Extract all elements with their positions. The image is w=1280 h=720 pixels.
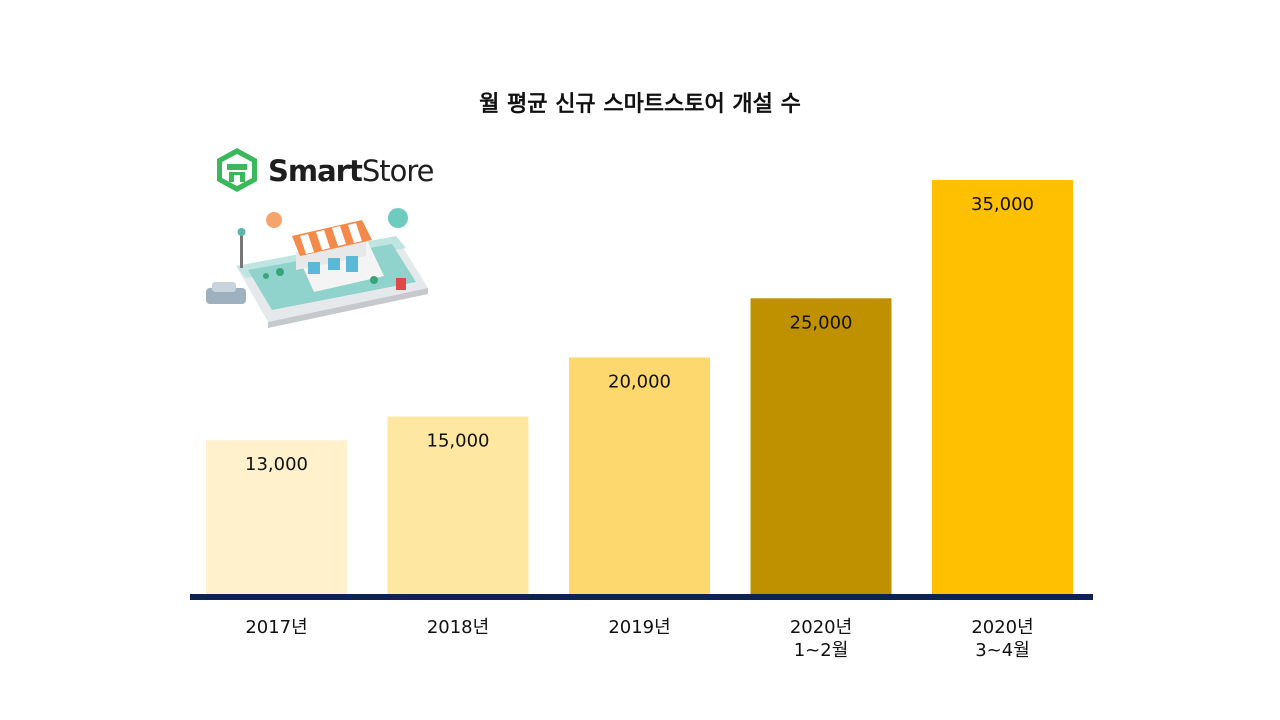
x-axis-baseline (190, 594, 1093, 600)
bars-group (206, 180, 1073, 594)
logo-text: SmartStore (268, 154, 434, 188)
category-label-4-line-1: 2020년 (790, 617, 852, 638)
value-label-3: 20,000 (608, 371, 671, 392)
value-label-2: 15,000 (427, 431, 490, 452)
category-label-2: 2018년 (427, 617, 489, 638)
value-label-4: 25,000 (790, 312, 853, 333)
chart-title: 월 평균 신규 스마트스토어 개설 수 (479, 92, 801, 117)
category-label-4-line-2: 1~2월 (794, 640, 849, 661)
category-label-3: 2019년 (608, 617, 670, 638)
bar-2 (387, 416, 529, 594)
category-label-1: 2017년 (245, 617, 307, 638)
store-on-phone-illustration (206, 208, 428, 328)
value-labels-group: 13,000 15,000 20,000 25,000 35,000 (245, 194, 1034, 475)
bar-4 (750, 298, 892, 594)
smartstore-logo: SmartStore (214, 146, 444, 198)
bar-1 (206, 440, 347, 594)
category-label-5-line-1: 2020년 (971, 617, 1033, 638)
bar-5 (932, 180, 1073, 594)
value-label-5: 35,000 (971, 194, 1034, 215)
value-label-1: 13,000 (245, 454, 308, 475)
smartstore-logo-icon (217, 148, 257, 192)
category-label-5-line-2: 3~4월 (975, 640, 1030, 661)
bar-3 (569, 357, 710, 594)
